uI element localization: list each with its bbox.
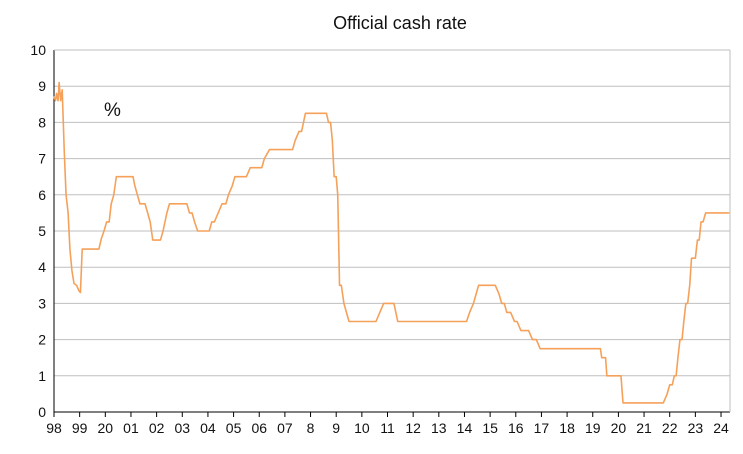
y-tick-label: 0 xyxy=(38,404,46,420)
series-line-0 xyxy=(53,81,730,404)
x-tick-label: 02 xyxy=(149,420,165,436)
y-tick-label: 2 xyxy=(38,332,46,348)
x-tick-label: 04 xyxy=(200,420,216,436)
y-tick-label: 9 xyxy=(38,78,46,94)
y-tick-label: 10 xyxy=(30,42,46,58)
x-tick-label: 15 xyxy=(482,420,498,436)
y-tick-label: 5 xyxy=(38,223,46,239)
x-tick-label: 13 xyxy=(431,420,447,436)
x-tick-label: 20 xyxy=(611,420,627,436)
y-tick-label: 1 xyxy=(38,368,46,384)
x-tick-label: 10 xyxy=(354,420,370,436)
x-tick-label: 99 xyxy=(72,420,88,436)
x-tick-label: 98 xyxy=(46,420,62,436)
unit-label: % xyxy=(104,100,121,121)
y-tick-label: 6 xyxy=(38,187,46,203)
x-tick-label: 03 xyxy=(174,420,190,436)
x-tick-label: 12 xyxy=(405,420,421,436)
axes xyxy=(53,49,731,417)
y-tick-label: 8 xyxy=(38,114,46,130)
x-tick-label: 23 xyxy=(688,420,704,436)
x-tick-label: 24 xyxy=(713,420,729,436)
x-tick-label: 11 xyxy=(380,420,395,436)
x-tick-label: 07 xyxy=(277,420,293,436)
gridlines xyxy=(54,49,730,377)
x-tick-label: 16 xyxy=(508,420,524,436)
x-tick-label: 01 xyxy=(123,420,139,436)
x-tick-label: 8 xyxy=(307,420,315,436)
x-tick-label: 22 xyxy=(662,420,678,436)
x-tick-label: 9 xyxy=(332,420,340,436)
x-tick-label: 19 xyxy=(585,420,601,436)
x-tick-label: 20 xyxy=(98,420,114,436)
y-tick-label: 7 xyxy=(38,151,46,167)
y-tick-label: 3 xyxy=(38,295,46,311)
y-tick-label: 4 xyxy=(38,259,46,275)
x-tick-label: 21 xyxy=(636,420,652,436)
x-tick-label: 05 xyxy=(226,420,242,436)
x-tick-label: 14 xyxy=(457,420,473,436)
chart-title: Official cash rate xyxy=(333,13,467,33)
x-tick-label: 17 xyxy=(534,420,550,436)
series-layer xyxy=(53,81,730,404)
x-tick-label: 06 xyxy=(251,420,267,436)
x-tick-label: 18 xyxy=(559,420,575,436)
